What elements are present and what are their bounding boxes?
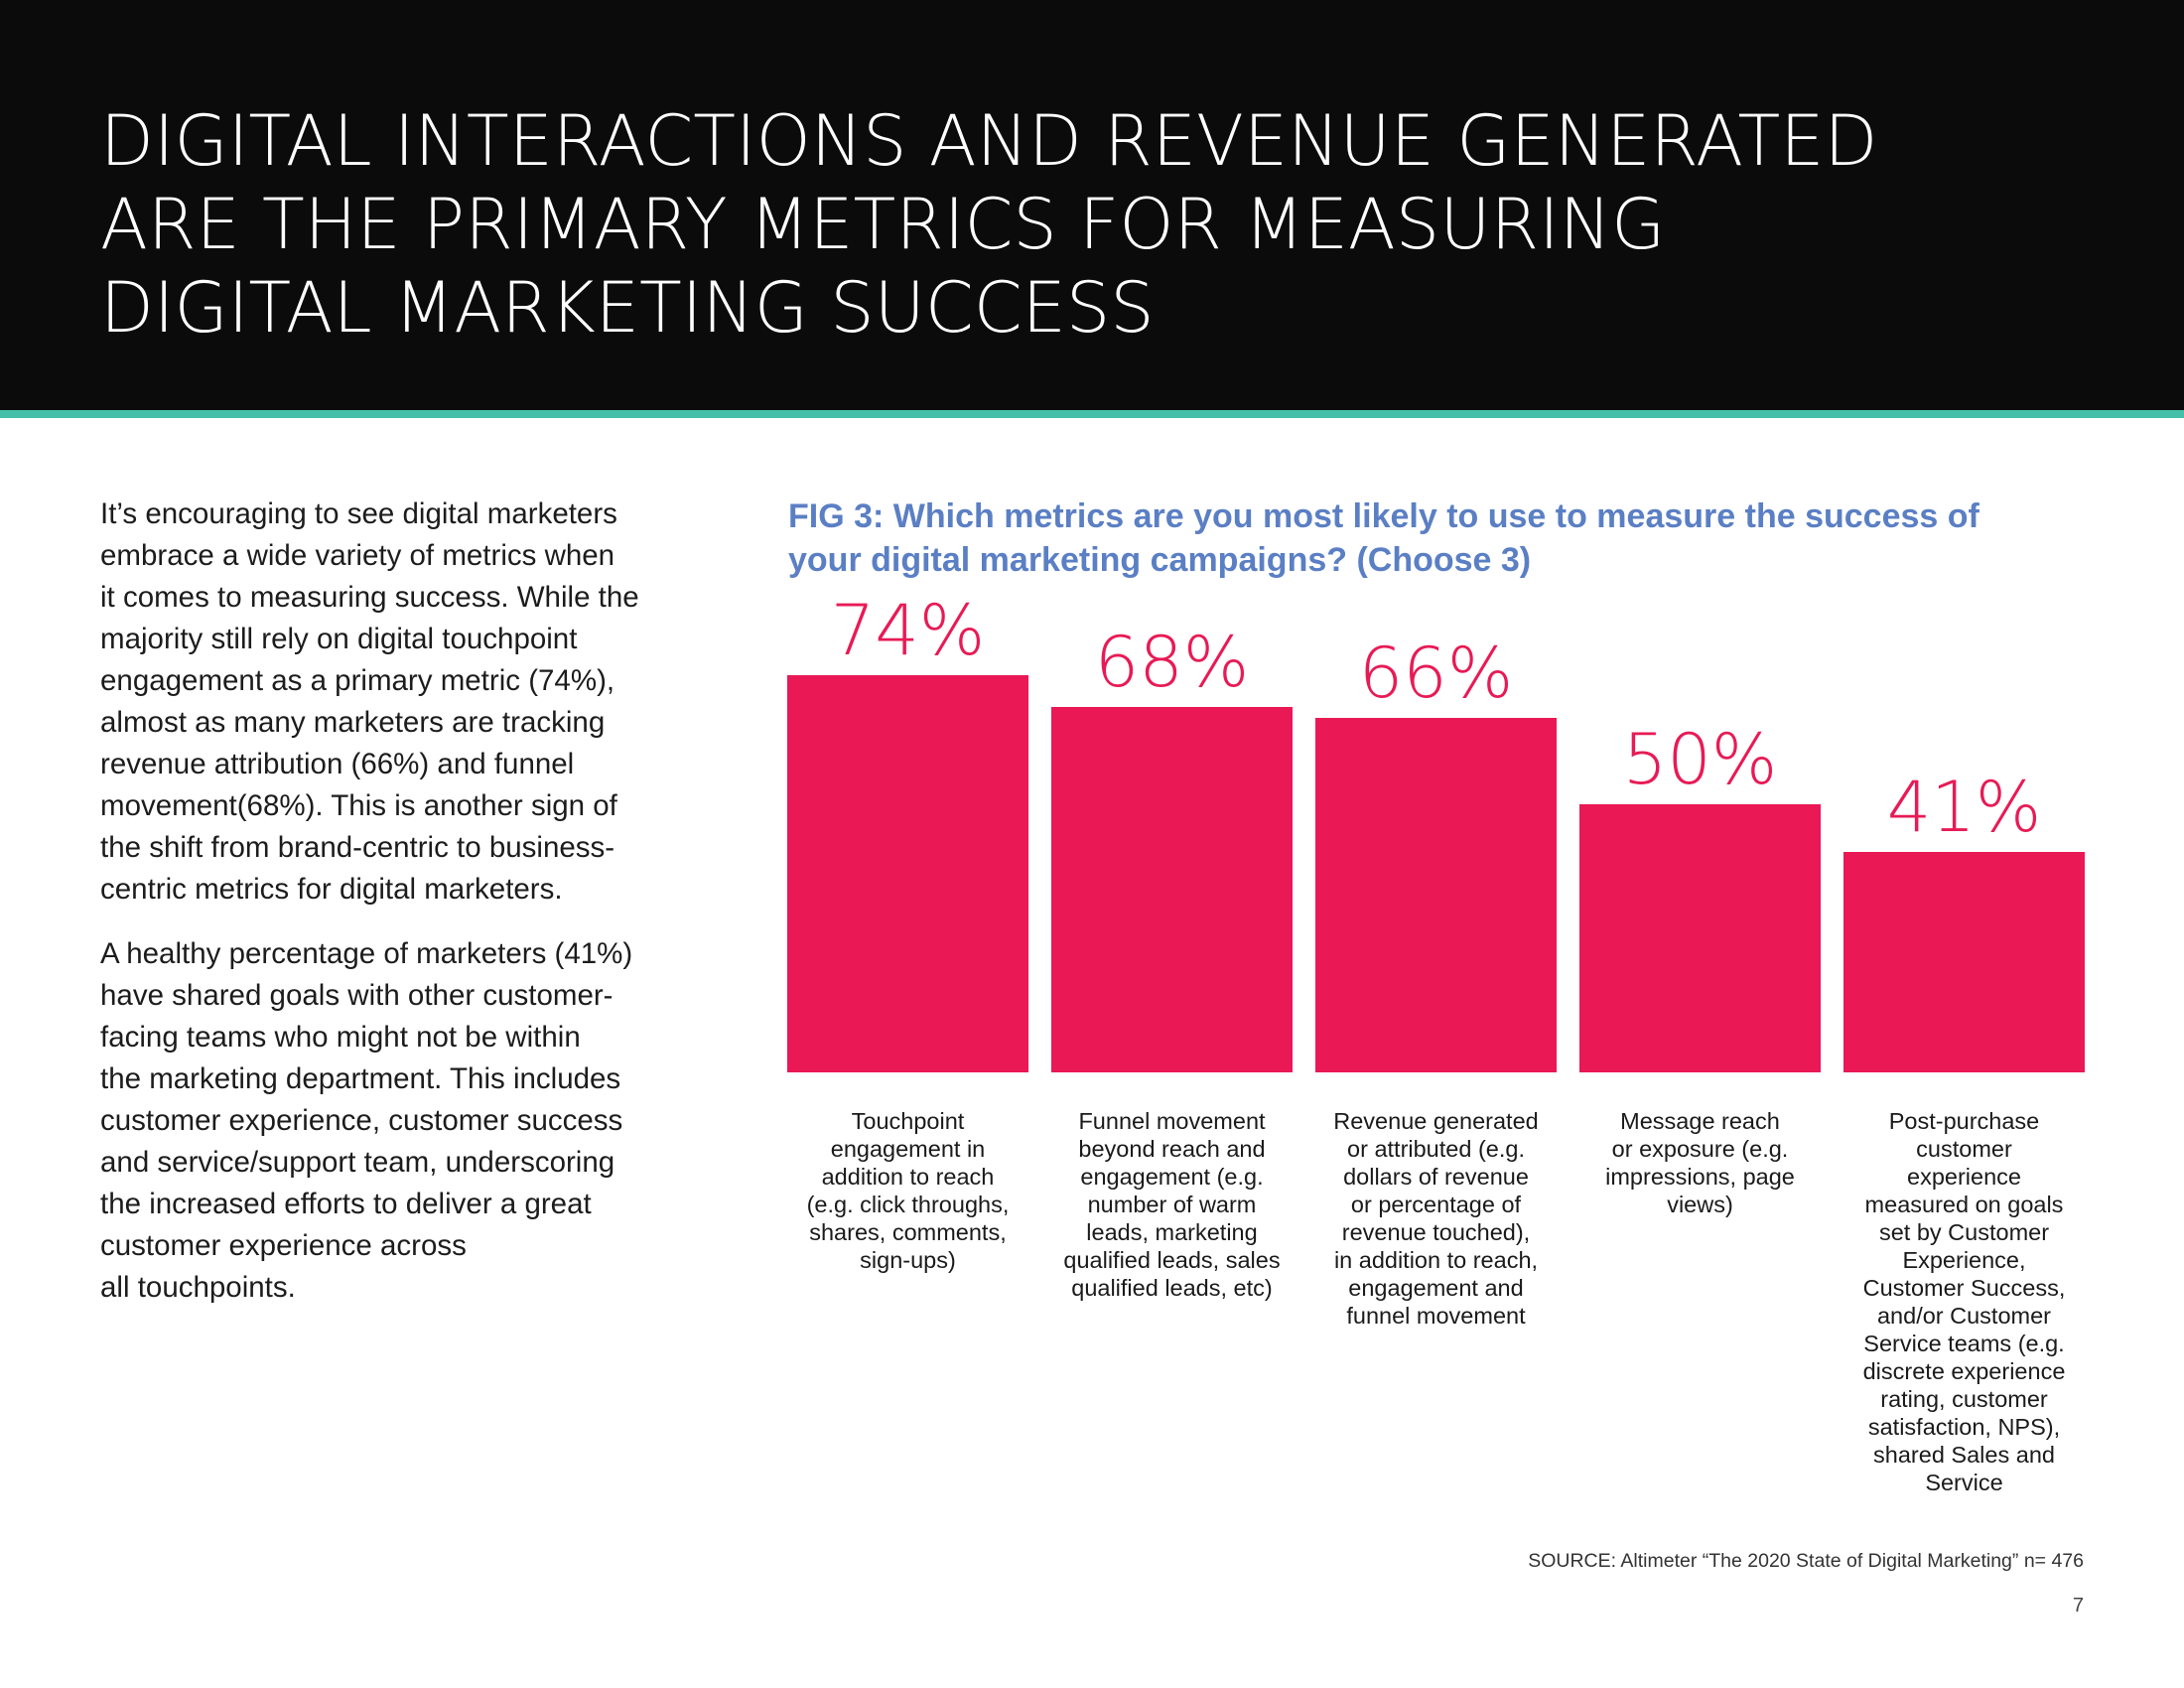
page-title: DIGITAL INTERACTIONS AND REVENUE GENERAT… xyxy=(100,99,2145,350)
category-label-line: Customer Success, xyxy=(1862,1275,2066,1301)
category-label-line: customer xyxy=(1916,1136,2012,1162)
body-line: facing teams who might not be within xyxy=(100,1021,581,1054)
bar xyxy=(1843,852,2085,1072)
category-label-line: Experience, xyxy=(1902,1247,2026,1273)
bar-value-label: 66% xyxy=(1358,633,1514,715)
body-line: revenue attribution (66%) and funnel xyxy=(100,748,575,780)
bar-value-label: 74% xyxy=(830,590,986,671)
body-line: it comes to measuring success. While the xyxy=(100,581,639,614)
category-label-line: shares, comments, xyxy=(809,1219,1007,1245)
category-label-line: Message reach xyxy=(1620,1108,1780,1134)
page-title-line: DIGITAL INTERACTIONS AND REVENUE GENERAT… xyxy=(100,100,1878,182)
body-line: centric metrics for digital marketers. xyxy=(100,873,563,906)
category-label: Touchpoint engagement in addition to reach… xyxy=(779,1107,1037,1274)
category-label: Revenue generated or attributed (e.g. doll… xyxy=(1307,1107,1566,1330)
figure-title-line: your digital marketing campaigns? (Choos… xyxy=(788,541,1532,579)
body-line: have shared goals with other customer- xyxy=(100,979,614,1012)
category-label-line: Revenue generated xyxy=(1333,1108,1539,1134)
body-line: majority still rely on digital touchpoin… xyxy=(100,623,578,655)
header-accent-rule xyxy=(0,410,2184,418)
category-label-line: or attributed (e.g. xyxy=(1347,1136,1525,1162)
category-label-line: qualified leads, etc) xyxy=(1071,1275,1273,1301)
category-label-line: sign-ups) xyxy=(860,1247,956,1273)
category-label-line: Post-purchase xyxy=(1888,1108,2040,1134)
category-label: Funnel movement beyond reach and engagemen… xyxy=(1043,1107,1301,1302)
category-label-line: Service teams (e.g. xyxy=(1863,1331,2065,1356)
bar-value-label: 41% xyxy=(1886,767,2042,849)
category-label-line: rating, customer xyxy=(1880,1386,2048,1412)
page-title-line: ARE THE PRIMARY METRICS FOR MEASURING xyxy=(100,184,1666,265)
category-label-line: or percentage of xyxy=(1350,1192,1522,1217)
body-line: all touchpoints. xyxy=(100,1271,296,1304)
bar-chart: 74% Touchpoint engagement in addition to re… xyxy=(774,594,2105,1509)
category-label-line: engagement in xyxy=(830,1136,986,1162)
header-banner xyxy=(0,0,2184,410)
body-line: the increased efforts to deliver a great xyxy=(100,1188,592,1220)
bar xyxy=(1579,803,1821,1072)
category-label-line: (e.g. click throughs, xyxy=(806,1192,1010,1217)
bar xyxy=(787,675,1028,1072)
category-label-line: qualified leads, sales xyxy=(1063,1247,1281,1273)
category-label-line: Funnel movement xyxy=(1078,1108,1266,1134)
category-label-line: satisfaction, NPS), xyxy=(1867,1414,2061,1440)
category-label-line: or exposure (e.g. xyxy=(1611,1136,1789,1162)
category-label-line: discrete experience xyxy=(1862,1358,2066,1384)
bar-value-label: 50% xyxy=(1622,718,1778,800)
body-paragraph: It’s encouraging to see digital marketer… xyxy=(100,493,716,911)
category-label-line: in addition to reach, xyxy=(1333,1247,1539,1273)
body-line: and service/support team, underscoring xyxy=(100,1146,615,1179)
body-copy: It’s encouraging to see digital marketer… xyxy=(100,493,716,1332)
category-label-line: impressions, page xyxy=(1605,1164,1795,1190)
body-line: engagement as a primary metric (74%), xyxy=(100,664,615,697)
body-paragraph: A healthy percentage of marketers (41%) h… xyxy=(100,933,716,1309)
bar-value-label: 68% xyxy=(1094,622,1250,704)
page-number: 7 xyxy=(2072,1595,2084,1617)
category-label-line: Service xyxy=(1925,1470,2003,1495)
figure-title-line: FIG 3: Which metrics are you most likely… xyxy=(788,497,1979,535)
category-label-line: dollars of revenue xyxy=(1343,1164,1529,1190)
page-title-line: DIGITAL MARKETING SUCCESS xyxy=(100,267,1155,349)
category-label-line: number of warm xyxy=(1087,1192,1257,1217)
figure-title: FIG 3: Which metrics are you most likely… xyxy=(788,494,2079,582)
bar xyxy=(1051,707,1293,1072)
category-label-line: measured on goals xyxy=(1864,1192,2064,1217)
category-label-line: addition to reach xyxy=(821,1164,995,1190)
body-line: A healthy percentage of marketers (41%) xyxy=(100,937,633,970)
body-line: almost as many marketers are tracking xyxy=(100,706,606,739)
category-label-line: funnel movement xyxy=(1346,1303,1526,1329)
category-label-line: shared Sales and xyxy=(1873,1442,2055,1468)
source-note: SOURCE: Altimeter “The 2020 State of Dig… xyxy=(1528,1550,2084,1572)
category-label-line: revenue touched), xyxy=(1341,1219,1531,1245)
category-label-line: set by Customer xyxy=(1878,1219,2050,1245)
body-line: the marketing department. This includes xyxy=(100,1062,621,1095)
category-label-line: engagement and xyxy=(1348,1275,1524,1301)
category-label-line: Touchpoint xyxy=(851,1108,965,1134)
category-label-line: engagement (e.g. xyxy=(1080,1164,1264,1190)
category-label-line: leads, marketing xyxy=(1086,1219,1258,1245)
body-line: customer experience, customer success xyxy=(100,1104,623,1137)
category-label: Message reach or exposure (e.g. impression… xyxy=(1571,1107,1830,1218)
category-label-line: beyond reach and xyxy=(1078,1136,1266,1162)
body-line: the shift from brand-centric to business… xyxy=(100,831,615,864)
category-label-line: experience xyxy=(1907,1164,2021,1190)
category-label-line: views) xyxy=(1667,1192,1733,1217)
bar xyxy=(1315,718,1557,1072)
body-line: embrace a wide variety of metrics when xyxy=(100,539,615,572)
body-line: movement(68%). This is another sign of xyxy=(100,789,617,822)
body-line: customer experience across xyxy=(100,1229,467,1262)
category-label-line: and/or Customer xyxy=(1876,1303,2052,1329)
body-line: It’s encouraging to see digital marketer… xyxy=(100,497,617,530)
category-label: Post-purchase customer experience measured … xyxy=(1836,1107,2094,1496)
